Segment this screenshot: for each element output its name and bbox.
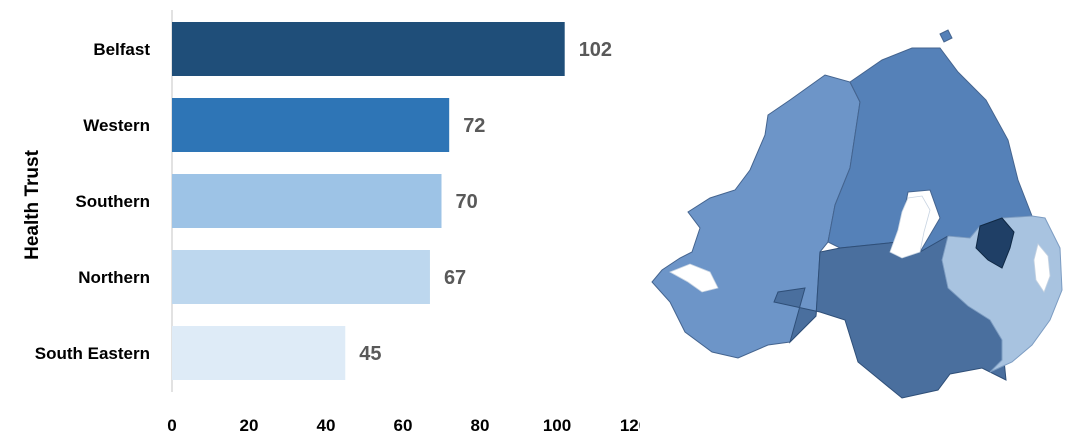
value-label-northern: 67 [444, 267, 466, 289]
category-label-belfast: Belfast [93, 40, 150, 59]
category-label-south-eastern: South Eastern [35, 344, 150, 363]
map-region-western [651, 74, 861, 359]
value-label-south-eastern: 45 [359, 343, 381, 365]
x-tick-120: 120 [620, 416, 640, 435]
category-label-southern: Southern [75, 192, 150, 211]
lough-neagh [889, 195, 931, 259]
map-region-belfast [975, 217, 1015, 269]
x-tick-80: 80 [471, 416, 490, 435]
category-label-western: Western [83, 116, 150, 135]
bar-south-eastern [172, 326, 346, 380]
x-tick-20: 20 [240, 416, 259, 435]
strangford-lough [1033, 243, 1051, 293]
y-axis-title: Health Trust [22, 149, 43, 259]
bar-chart: Health Trust Belfast 102 Western 72 Southern… [22, 10, 640, 435]
bar-western [172, 98, 450, 152]
x-tick-40: 40 [317, 416, 336, 435]
x-ticks-group: 0 20 40 60 80 100 120 [167, 416, 640, 435]
bar-southern [172, 174, 442, 228]
bar-northern [172, 250, 430, 304]
value-label-southern: 70 [456, 191, 478, 213]
x-tick-100: 100 [543, 416, 571, 435]
bars-group: Belfast 102 Western 72 Southern 70 Northern 67 S… [35, 22, 612, 380]
x-tick-60: 60 [394, 416, 413, 435]
x-tick-0: 0 [167, 416, 176, 435]
value-label-belfast: 102 [579, 39, 612, 61]
category-label-northern: Northern [78, 268, 150, 287]
value-label-western: 72 [463, 115, 485, 137]
rathlin-island [939, 29, 953, 43]
bar-belfast [172, 22, 565, 76]
lough-erne [669, 263, 719, 293]
northern-ireland-trust-map [651, 29, 1063, 399]
